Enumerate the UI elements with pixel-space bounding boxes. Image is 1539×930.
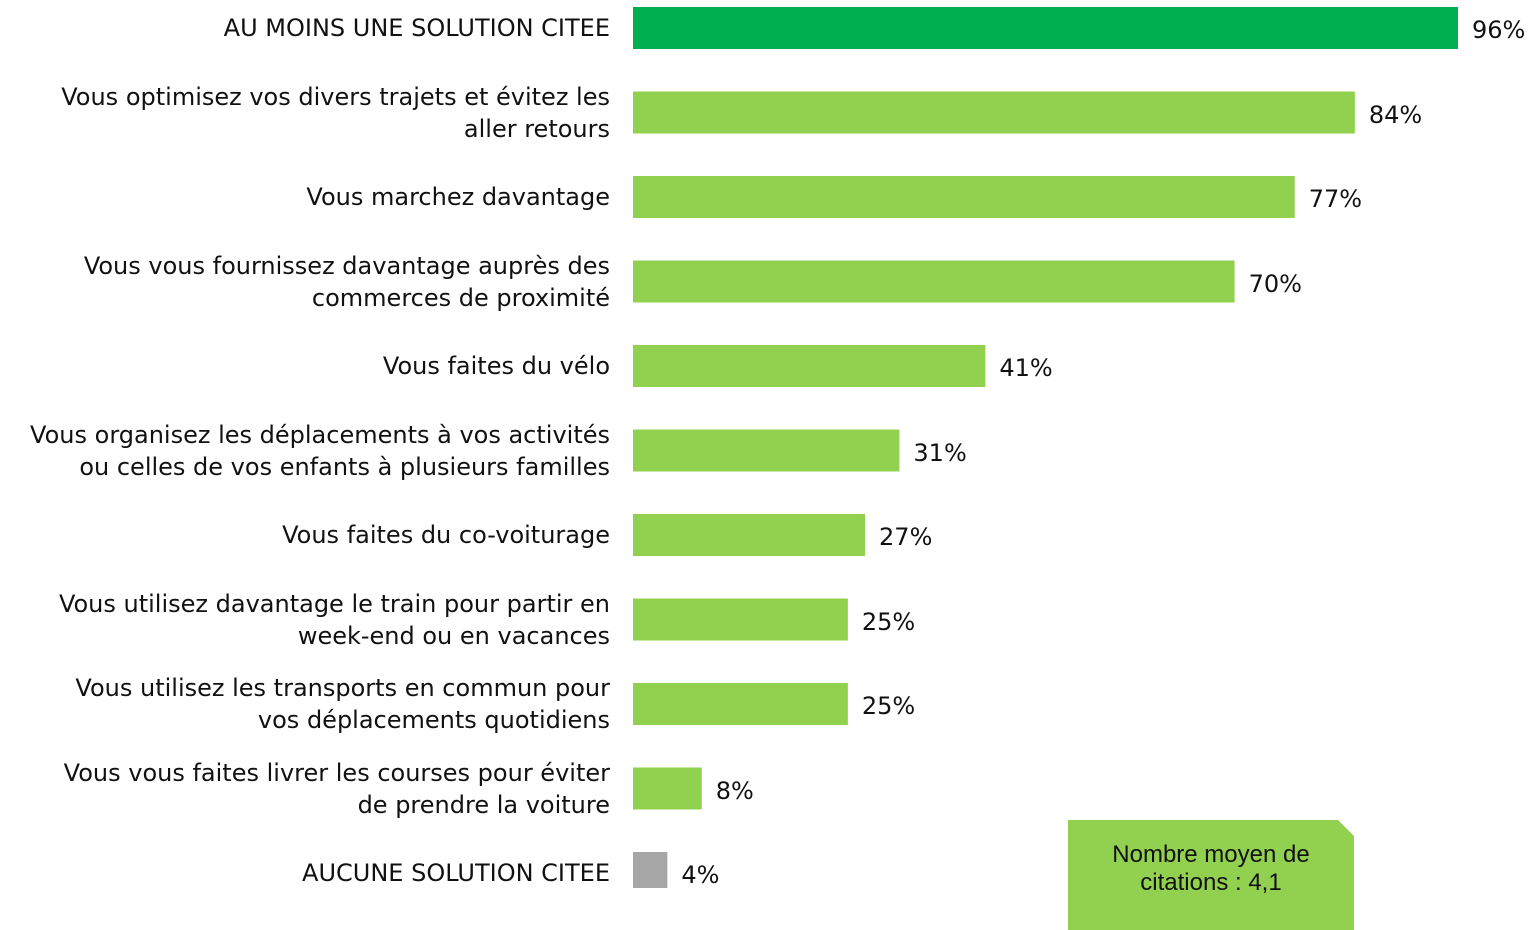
category-label: Vous utilisez davantage le train pour pa… — [58, 589, 610, 650]
bar — [633, 260, 1235, 303]
category-label: Vous organisez les déplacements à vos ac… — [30, 420, 610, 481]
bar — [633, 767, 702, 810]
bar — [633, 7, 1458, 49]
annotation: Nombre moyen de citations : 4,1 — [1068, 820, 1354, 930]
bar — [633, 429, 900, 472]
category-label: AUCUNE SOLUTION CITEE — [302, 859, 610, 887]
bar — [633, 683, 848, 725]
category-label: AU MOINS UNE SOLUTION CITEE — [223, 14, 610, 42]
bar — [633, 91, 1355, 134]
page: {"chart_data": {"type": "bar", "orientat… — [30, 7, 1526, 930]
bar — [633, 598, 848, 641]
value-label: 25% — [861, 692, 916, 720]
bar — [633, 345, 986, 387]
bar — [633, 176, 1295, 218]
bar — [633, 514, 866, 556]
value-label: 84% — [1368, 100, 1423, 129]
category-label: Vous marchez davantage — [306, 183, 610, 211]
value-label: 25% — [861, 607, 916, 636]
category-label: Vous vous faites livrer les courses pour… — [63, 758, 610, 819]
value-label: 77% — [1308, 185, 1363, 213]
value-label: 41% — [999, 354, 1053, 382]
chart — [633, 7, 1458, 888]
value-label: 96% — [1472, 16, 1526, 44]
value-label: 27% — [879, 523, 933, 551]
category-label: Vous faites du co-voiturage — [282, 521, 610, 549]
category-label: Vous optimisez vos divers trajets et évi… — [61, 82, 610, 143]
category-label: Vous faites du vélo — [382, 352, 610, 380]
category-label: Vous utilisez les transports en commun p… — [75, 674, 610, 734]
category-label: Vous vous fournissez davantage auprès de… — [83, 251, 610, 312]
value-label: 4% — [681, 861, 720, 889]
value-label: 31% — [913, 438, 967, 467]
bar — [633, 852, 668, 888]
value-label: 70% — [1248, 269, 1302, 298]
value-label: 8% — [715, 776, 754, 805]
